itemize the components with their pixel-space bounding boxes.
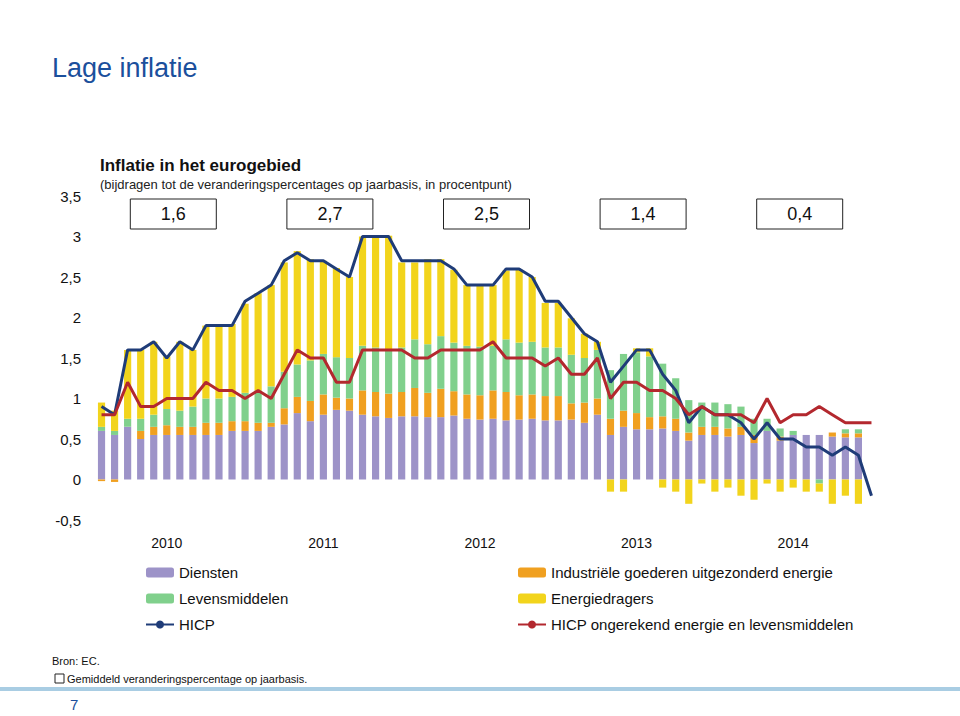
svg-text:2: 2 <box>73 309 81 326</box>
svg-text:2013: 2013 <box>621 535 652 551</box>
svg-text:HICP ongerekend energie en lev: HICP ongerekend energie en levensmiddele… <box>551 616 853 633</box>
svg-text:Inflatie in het eurogebied: Inflatie in het eurogebied <box>100 156 301 175</box>
svg-text:2,7: 2,7 <box>317 204 342 224</box>
svg-text:Energiedragers: Energiedragers <box>551 590 654 607</box>
svg-text:1,6: 1,6 <box>161 204 186 224</box>
svg-text:Diensten: Diensten <box>179 564 238 581</box>
svg-text:2014: 2014 <box>778 535 809 551</box>
svg-text:1,4: 1,4 <box>631 204 656 224</box>
svg-text:Bron: EC.: Bron: EC. <box>52 655 100 667</box>
svg-text:2012: 2012 <box>464 535 495 551</box>
svg-text:3,5: 3,5 <box>60 188 81 205</box>
svg-text:3: 3 <box>73 228 81 245</box>
svg-text:2,5: 2,5 <box>474 204 499 224</box>
svg-text:2010: 2010 <box>151 535 182 551</box>
svg-text:Lage inflatie: Lage inflatie <box>52 53 198 83</box>
svg-text:Levensmiddelen: Levensmiddelen <box>179 590 288 607</box>
svg-text:HICP: HICP <box>179 616 215 633</box>
svg-text:Gemiddeld veranderingspercenta: Gemiddeld veranderingspercentage op jaar… <box>67 673 307 685</box>
svg-text:(bijdragen tot de veranderings: (bijdragen tot de veranderingspercentage… <box>100 177 512 192</box>
svg-text:2011: 2011 <box>308 535 338 551</box>
svg-text:1: 1 <box>73 390 81 407</box>
svg-text:2,5: 2,5 <box>60 269 81 286</box>
svg-text:1,5: 1,5 <box>60 350 81 367</box>
svg-text:7: 7 <box>70 696 78 713</box>
svg-text:Industriële goederen uitgezond: Industriële goederen uitgezonderd energi… <box>551 564 833 581</box>
svg-text:-0,5: -0,5 <box>55 512 81 529</box>
svg-text:0: 0 <box>73 471 81 488</box>
svg-text:0,4: 0,4 <box>787 204 812 224</box>
svg-text:0,5: 0,5 <box>60 431 81 448</box>
